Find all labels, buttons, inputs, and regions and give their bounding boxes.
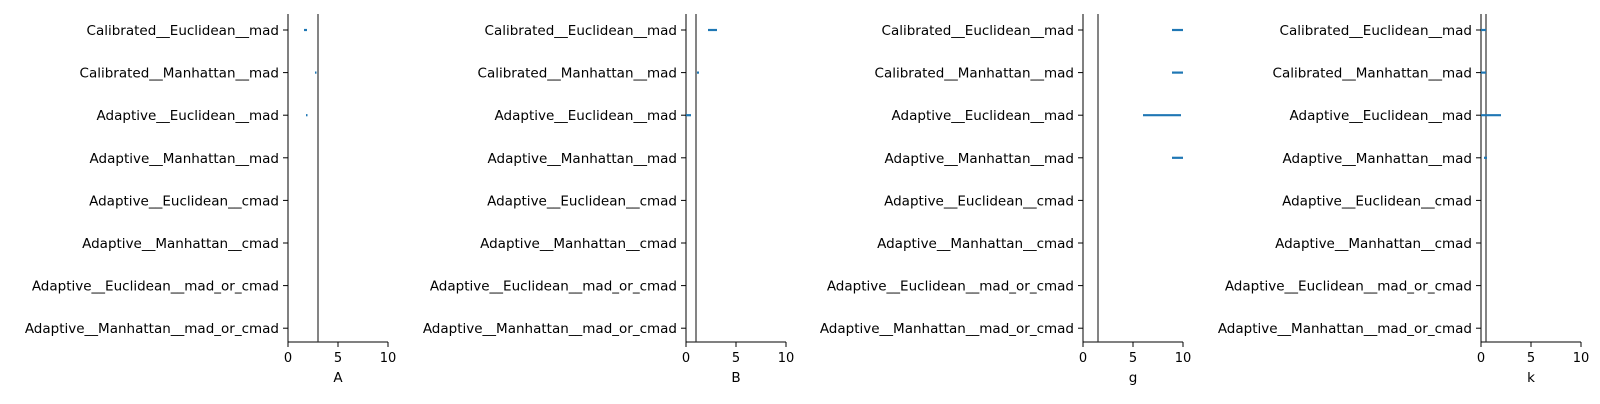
y-tick-label: Calibrated__Euclidean__mad <box>485 23 677 39</box>
x-tick-label: 10 <box>380 351 397 366</box>
x-tick-label: 0 <box>284 351 292 366</box>
y-tick-label: Adaptive__Euclidean__mad_or_cmad <box>827 279 1074 295</box>
x-tick-label: 10 <box>1175 351 1192 366</box>
y-tick-label: Adaptive__Euclidean__cmad <box>487 193 677 209</box>
y-tick-label: Calibrated__Euclidean__mad <box>882 23 1074 39</box>
y-tick-label: Adaptive__Manhattan__cmad <box>1275 236 1472 252</box>
y-tick-label: Adaptive__Euclidean__mad <box>495 108 677 124</box>
x-tick-label: 0 <box>682 351 690 366</box>
y-tick-label: Adaptive__Euclidean__mad <box>1290 108 1472 124</box>
y-tick-label: Calibrated__Manhattan__mad <box>478 66 677 82</box>
y-tick-label: Adaptive__Manhattan__mad_or_cmad <box>1218 321 1472 337</box>
x-axis-label: g <box>1129 370 1138 386</box>
x-tick-label: 5 <box>334 351 342 366</box>
y-tick-label: Adaptive__Manhattan__mad <box>1283 151 1472 167</box>
y-tick-label: Adaptive__Manhattan__mad <box>885 151 1074 167</box>
y-tick-label: Adaptive__Manhattan__mad_or_cmad <box>25 321 279 337</box>
y-tick-label: Calibrated__Manhattan__mad <box>80 66 279 82</box>
x-axis-label: B <box>731 370 740 386</box>
y-tick-label: Adaptive__Euclidean__mad <box>97 108 279 124</box>
y-tick-label: Adaptive__Manhattan__mad_or_cmad <box>820 321 1074 337</box>
y-tick-label: Calibrated__Manhattan__mad <box>875 66 1074 82</box>
y-tick-label: Adaptive__Euclidean__mad_or_cmad <box>430 279 677 295</box>
x-tick-label: 5 <box>732 351 740 366</box>
x-tick-label: 0 <box>1079 351 1087 366</box>
y-tick-label: Calibrated__Euclidean__mad <box>87 23 279 39</box>
y-tick-label: Adaptive__Manhattan__mad_or_cmad <box>423 321 677 337</box>
y-tick-label: Adaptive__Euclidean__cmad <box>884 193 1074 209</box>
x-tick-label: 10 <box>1573 351 1590 366</box>
y-tick-label: Calibrated__Euclidean__mad <box>1280 23 1472 39</box>
x-tick-label: 0 <box>1477 351 1485 366</box>
y-tick-label: Adaptive__Manhattan__cmad <box>82 236 279 252</box>
x-tick-label: 5 <box>1129 351 1137 366</box>
y-tick-label: Adaptive__Manhattan__mad <box>90 151 279 167</box>
y-tick-label: Adaptive__Manhattan__cmad <box>877 236 1074 252</box>
y-tick-label: Calibrated__Manhattan__mad <box>1273 66 1472 82</box>
x-axis-label: k <box>1527 370 1535 386</box>
y-tick-label: Adaptive__Manhattan__mad <box>488 151 677 167</box>
y-tick-label: Adaptive__Euclidean__cmad <box>89 193 279 209</box>
y-tick-label: Adaptive__Manhattan__cmad <box>480 236 677 252</box>
x-tick-label: 10 <box>778 351 795 366</box>
y-tick-label: Adaptive__Euclidean__mad_or_cmad <box>32 279 279 295</box>
y-tick-label: Adaptive__Euclidean__cmad <box>1282 193 1472 209</box>
y-tick-label: Adaptive__Euclidean__mad <box>892 108 1074 124</box>
y-tick-label: Adaptive__Euclidean__mad_or_cmad <box>1225 279 1472 295</box>
x-tick-label: 5 <box>1527 351 1535 366</box>
x-axis-label: A <box>333 370 343 386</box>
